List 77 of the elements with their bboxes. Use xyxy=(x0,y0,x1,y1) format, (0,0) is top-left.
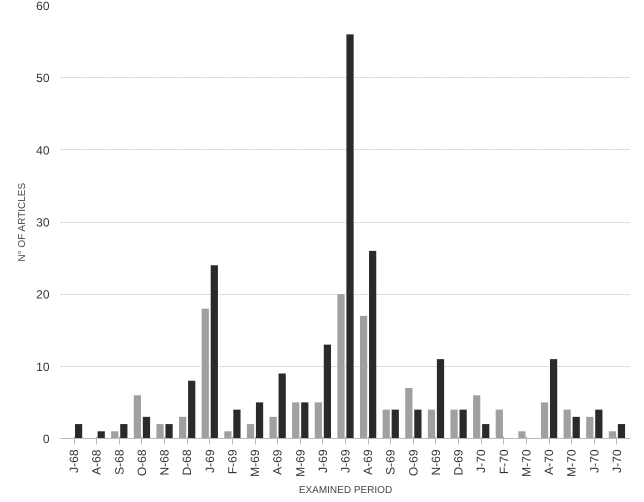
bar xyxy=(540,402,548,438)
bar xyxy=(450,410,458,438)
bar xyxy=(428,410,436,438)
bar xyxy=(595,410,602,438)
x-tick-label: F-69 xyxy=(225,449,240,474)
y-tick-label: 30 xyxy=(36,216,50,230)
bar xyxy=(473,395,480,438)
x-tick-label: D-68 xyxy=(180,449,194,476)
bar xyxy=(337,294,345,438)
bar xyxy=(572,416,580,438)
bar xyxy=(156,424,164,438)
x-tick-label: A-68 xyxy=(90,449,104,475)
x-tick-label: M-69 xyxy=(293,449,308,477)
bar xyxy=(414,410,422,438)
x-tick-label: M-69 xyxy=(248,449,262,477)
bar xyxy=(382,410,390,438)
bar xyxy=(618,424,626,438)
bar xyxy=(550,359,558,438)
bar xyxy=(98,431,105,438)
x-tick-label: N-69 xyxy=(428,449,443,476)
bar xyxy=(360,316,368,438)
x-tick-label: A-69 xyxy=(361,449,376,475)
x-tick-label: S-69 xyxy=(384,449,398,475)
bar xyxy=(392,410,399,438)
bar xyxy=(460,410,467,438)
x-tick-label: M-70 xyxy=(564,449,579,477)
x-tick-label: O-68 xyxy=(134,449,149,476)
x-tick-label: J-70 xyxy=(474,449,488,473)
bar xyxy=(496,410,503,438)
x-axis-title: EXAMINED PERIOD xyxy=(298,484,392,496)
x-tick-label: O-69 xyxy=(406,449,420,476)
bar xyxy=(246,424,254,438)
bar xyxy=(270,416,277,438)
bar xyxy=(301,402,308,438)
y-tick-label: 20 xyxy=(36,288,50,302)
bar xyxy=(482,424,490,438)
x-tick-label: J-68 xyxy=(67,449,82,473)
bar xyxy=(256,402,264,438)
bar xyxy=(436,359,444,438)
bar xyxy=(74,424,82,438)
bar xyxy=(369,250,376,438)
bar xyxy=(165,424,173,438)
bar xyxy=(314,402,322,438)
bar xyxy=(233,410,241,438)
bar xyxy=(346,34,354,438)
bar xyxy=(324,344,332,438)
bar xyxy=(202,308,209,438)
bar xyxy=(564,410,571,438)
x-tick-label: J-69 xyxy=(338,449,352,473)
y-tick-label: 60 xyxy=(36,0,50,13)
x-tick-label: A-70 xyxy=(542,449,556,475)
x-tick-label: N-68 xyxy=(158,449,172,476)
x-tick-label: J-69 xyxy=(202,449,217,473)
x-tick-label: A-69 xyxy=(270,449,285,475)
bar xyxy=(111,431,118,438)
y-tick-label: 10 xyxy=(36,360,50,374)
x-tick-label: J-70 xyxy=(587,449,602,473)
bar xyxy=(278,374,286,438)
x-tick-label: J-69 xyxy=(316,449,330,473)
y-axis-title: N° OF ARTICLES xyxy=(17,182,28,262)
x-tick-label: D-69 xyxy=(452,449,466,476)
bar xyxy=(188,380,196,438)
y-tick-label: 0 xyxy=(42,432,50,446)
bar xyxy=(134,395,142,438)
bar xyxy=(179,416,186,438)
x-tick-label: F-70 xyxy=(496,449,511,474)
bar xyxy=(120,424,128,438)
bar xyxy=(210,265,218,438)
x-tick-label: J-70 xyxy=(610,449,624,473)
bar xyxy=(292,402,300,438)
y-tick-label: 40 xyxy=(36,143,50,158)
bar xyxy=(142,416,150,438)
x-tick-label: S-68 xyxy=(112,449,126,475)
x-tick-label: M-70 xyxy=(519,449,534,477)
bar xyxy=(405,388,412,438)
y-tick-label: 50 xyxy=(36,71,50,86)
bar xyxy=(586,416,594,438)
